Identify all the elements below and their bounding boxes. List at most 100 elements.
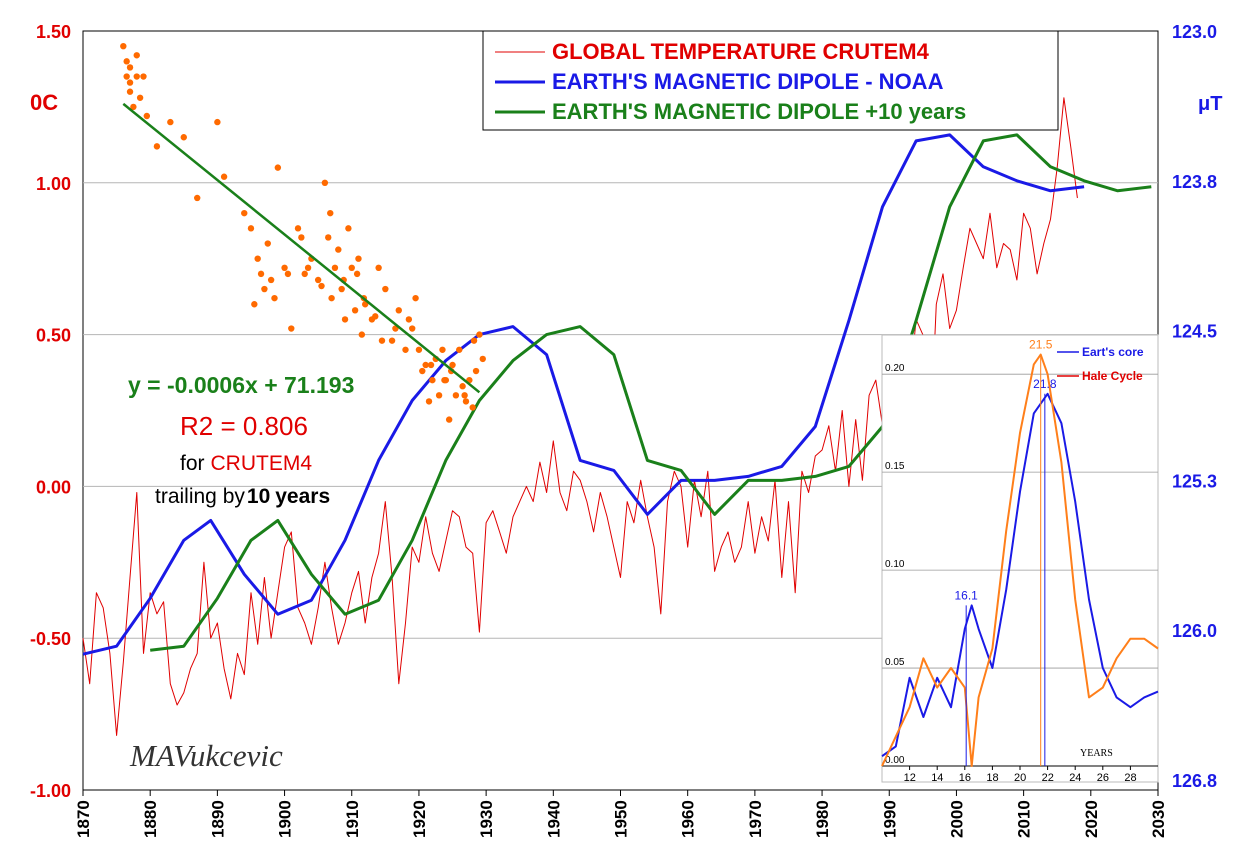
x-tick-label: 1930 [477, 800, 496, 838]
scatter-point [348, 264, 355, 272]
scatter-point [143, 112, 151, 120]
x-tick-group: 1880 [141, 800, 160, 838]
x-tick-group: 1890 [208, 800, 227, 838]
inset-x-tick-label: 16 [959, 772, 971, 784]
scatter-point [126, 79, 134, 86]
x-tick-label: 1960 [679, 800, 698, 838]
scatter-point [409, 325, 416, 332]
scatter-point [267, 276, 275, 284]
right-tick-label: 123.0 [1172, 22, 1217, 42]
scatter-point [351, 307, 359, 314]
scatter-point [422, 361, 429, 369]
for-crutem4: for CRUTEM4 [180, 452, 312, 475]
inset-x-tick-label: 18 [986, 772, 998, 784]
signature: MAVukcevic [129, 738, 283, 773]
scatter-point [254, 255, 261, 262]
x-tick-label: 1970 [746, 800, 765, 838]
inset-x-tick-label: 28 [1124, 772, 1136, 784]
scatter-point [180, 134, 187, 141]
right-axis: 123.0 123.8 124.5 125.3 126.0 126.8 [1172, 22, 1217, 791]
scatter-point [214, 118, 221, 126]
x-tick-group: 1950 [612, 800, 631, 838]
inset-legend-core: Eart's core [1082, 345, 1144, 359]
scatter-point [288, 325, 295, 332]
scatter-point [395, 307, 402, 314]
right-tick-label: 124.5 [1172, 322, 1217, 342]
scatter-point [335, 246, 342, 253]
inset-peak-label: 16.1 [955, 588, 979, 602]
x-tick-group: 1960 [679, 800, 698, 838]
inset-x-tick-label: 22 [1042, 772, 1054, 784]
scatter-point [402, 346, 409, 353]
scatter-point [372, 313, 379, 320]
scatter-point [220, 173, 228, 180]
inset-series-line-1 [881, 392, 1159, 758]
scatter-point [461, 392, 468, 399]
scatter-point [470, 337, 478, 344]
scatter-point [479, 355, 486, 363]
left-tick-label: 1.00 [36, 174, 71, 194]
scatter-point [452, 392, 460, 399]
x-tick-label: 1880 [141, 800, 160, 838]
scatter-point [429, 376, 436, 384]
x-tick-group: 1990 [880, 800, 899, 838]
x-tick-label: 1990 [880, 800, 899, 838]
scatter-point [281, 264, 288, 272]
left-tick-label: -1.00 [30, 781, 71, 801]
scatter-point [382, 285, 389, 293]
x-axis: 1870 1880 1890 1900 1910 1920 1930 1940 1950 1960… [74, 790, 1168, 838]
scatter-point [445, 416, 453, 423]
left-axis: 1.50 1.00 0.50 0.00 -0.50 -1.00 [30, 22, 71, 801]
x-tick-label: 2000 [947, 800, 966, 838]
x-tick-label: 1940 [544, 800, 563, 838]
inset-axes: 0.20 0.15 0.10 0.05 0.00 12 14 16 18 20 22 24 26 28 [882, 363, 1158, 784]
inset-y-tick-label: 0.15 [885, 461, 905, 472]
x-tick-label: 2030 [1149, 800, 1168, 838]
scatter-point [247, 225, 255, 232]
inset-legend-hale: Hale Cycle [1082, 369, 1143, 383]
legend-label-red: GLOBAL TEMPERATURE CRUTEM4 [552, 39, 930, 64]
scatter-point [130, 103, 137, 111]
scatter-point [353, 270, 361, 278]
inset-frame [881, 334, 1159, 783]
scatter-point [338, 285, 345, 293]
scatter-point [472, 367, 480, 375]
inset-x-tick-label: 24 [1069, 772, 1081, 784]
inset-x-tick-label: 20 [1014, 772, 1026, 784]
left-tick-label: -0.50 [30, 629, 71, 649]
scatter-point [140, 73, 147, 80]
scatter-point [153, 143, 161, 150]
x-tick-group: 1930 [477, 800, 496, 838]
trailing-note: trailing by10 years [155, 485, 330, 508]
scatter-point [314, 276, 322, 284]
scatter-point [435, 392, 443, 399]
x-tick-label: 1920 [410, 800, 429, 838]
inset-y-tick-label: 0.10 [885, 559, 905, 570]
scatter-point [133, 52, 140, 59]
scatter-point [194, 194, 201, 202]
x-tick-group: 1920 [410, 800, 429, 838]
scatter-point [325, 234, 332, 241]
scatter-point [298, 234, 305, 241]
x-tick-group: 2020 [1082, 800, 1101, 838]
left-tick-label: 0.00 [36, 477, 71, 497]
inset-x-title: YEARS [1080, 748, 1113, 759]
inset-y-tick-label: 0.20 [885, 363, 905, 374]
scatter-point [126, 88, 134, 95]
legend-label-blue: EARTH'S MAGNETIC DIPOLE - NOAA [552, 69, 944, 94]
scatter-point [123, 58, 130, 65]
right-axis-unit: μT [1198, 93, 1222, 115]
x-tick-group: 1940 [544, 800, 563, 838]
inset-series-line-2 [881, 353, 1159, 767]
scatter-point [462, 398, 470, 405]
scatter-point [294, 225, 302, 232]
legend: GLOBAL TEMPERATURE CRUTEM4 EARTH'S MAGNE… [482, 30, 1059, 131]
x-tick-label: 1950 [612, 800, 631, 838]
left-tick-label: 1.50 [36, 22, 71, 42]
inset-series-layer: 16.1 21.8 21.5 [881, 338, 1159, 767]
scatter-point [264, 240, 271, 247]
scatter-point [271, 294, 278, 302]
x-tick-label: 2010 [1015, 800, 1034, 838]
inset-x-tick-label: 26 [1097, 772, 1109, 784]
